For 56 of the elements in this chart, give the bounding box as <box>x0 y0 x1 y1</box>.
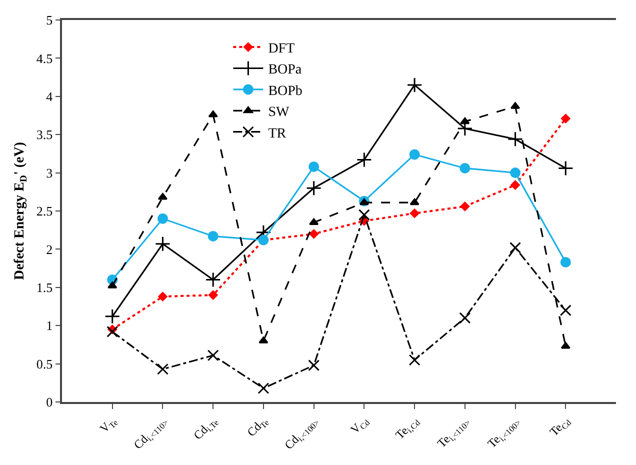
point <box>205 272 221 288</box>
legend-label: BOPb <box>268 84 302 99</box>
legend-label: SW <box>268 105 290 120</box>
y-tick-label: 0.5 <box>36 356 53 372</box>
point <box>208 110 218 118</box>
y-tick-label: 0 <box>46 394 53 410</box>
point <box>157 213 168 224</box>
y-tick-label: 5 <box>46 12 53 28</box>
y-tick-label: 4.5 <box>36 50 53 66</box>
point <box>560 256 571 268</box>
point <box>359 198 369 206</box>
y-tick-label: 1 <box>46 318 53 334</box>
point <box>560 304 572 316</box>
point <box>560 114 570 124</box>
point <box>409 149 420 160</box>
point <box>309 218 319 225</box>
y-tick-label: 2.5 <box>36 204 53 219</box>
point <box>106 326 118 338</box>
point <box>410 208 420 218</box>
point <box>460 162 470 174</box>
point <box>207 350 219 362</box>
point <box>510 180 520 190</box>
point <box>510 168 521 178</box>
point <box>258 336 268 344</box>
point <box>156 363 168 375</box>
point <box>308 360 320 372</box>
point <box>308 161 320 172</box>
point <box>508 131 524 147</box>
y-tick-label: 2 <box>46 242 53 257</box>
legend-label: BOPa <box>268 62 302 78</box>
point <box>309 229 318 239</box>
point <box>208 230 218 242</box>
point <box>356 152 372 168</box>
legend-label: DFT <box>268 42 296 57</box>
y-tick-label: 1.5 <box>36 280 53 295</box>
y-tick-label: 3 <box>46 165 53 180</box>
point <box>560 342 570 349</box>
point <box>460 202 470 212</box>
point <box>258 382 270 394</box>
point <box>358 209 370 221</box>
point <box>104 308 120 324</box>
point <box>306 180 322 196</box>
legend-label: TR <box>268 126 287 142</box>
point <box>410 198 420 206</box>
point <box>208 290 218 300</box>
point <box>459 312 471 324</box>
point <box>510 242 522 254</box>
y-tick-label: 4 <box>46 88 54 104</box>
point <box>108 282 118 288</box>
point <box>406 77 422 93</box>
y-tick-label: 3.5 <box>36 127 53 142</box>
point <box>408 354 420 366</box>
point <box>158 292 168 302</box>
point <box>558 160 574 176</box>
point <box>154 236 170 252</box>
point <box>460 117 470 124</box>
